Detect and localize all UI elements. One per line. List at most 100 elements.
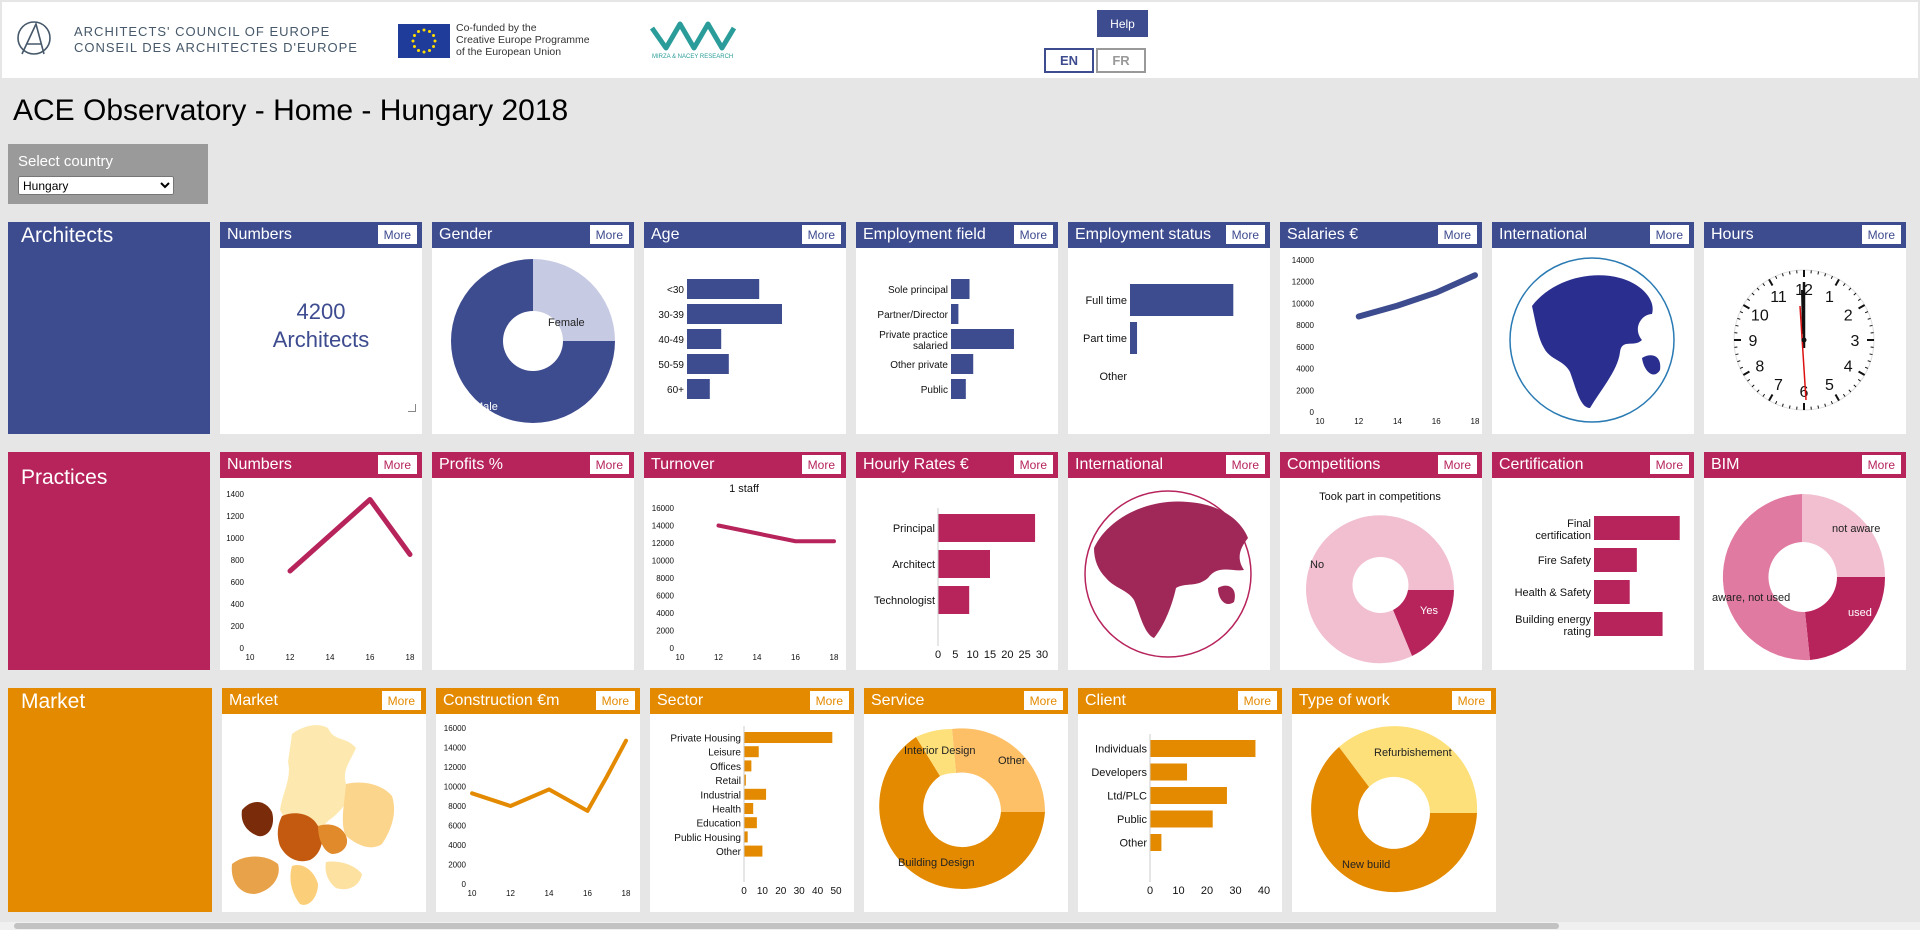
clock-tick [1781,273,1784,277]
tile-arch-age: Age More <30 30-39 40-49 50-59 60+ [644,222,846,434]
tile-mkt-market: Market More [222,688,426,912]
tick-label: 16 [791,653,800,662]
scrollbar-thumb[interactable] [14,923,1559,929]
lang-en-button[interactable]: EN [1044,48,1094,73]
tick-label: 14 [545,889,554,898]
more-button[interactable]: More [381,691,421,710]
tile-header: Numbers More [220,222,422,248]
tick-label: 4000 [448,841,466,850]
more-button[interactable]: More [377,455,417,474]
bar [1594,580,1630,604]
bar [938,586,970,614]
type-of-work-donut-chart: Refurbishement New build [1311,726,1478,893]
more-button[interactable]: More [1225,455,1265,474]
pie-slice-used [1805,577,1886,660]
bar-label: Leisure [708,748,741,759]
tile-header: Construction €m More [436,688,640,714]
tick-label: 0 [935,649,941,661]
bar-label: 40-49 [658,335,684,346]
more-button[interactable]: More [1013,225,1053,244]
clock-tick [1853,292,1857,296]
more-button[interactable]: More [589,455,629,474]
tick-label: 20 [1201,885,1213,897]
more-button[interactable]: More [1023,691,1063,710]
ace-name-fr: CONSEIL DES ARCHITECTES D'EUROPE [74,40,358,55]
more-button[interactable]: More [801,455,841,474]
section-market[interactable]: Market [8,688,212,912]
tick-label: 12000 [1292,278,1315,287]
clock-tick [1865,311,1869,314]
tick-label: 10 [246,653,255,662]
pie-slice-interior-design [916,728,956,776]
tick-label: 10 [757,886,769,897]
tick-label: 10000 [444,783,467,792]
clock-numeral: 6 [1800,384,1809,401]
horizontal-scrollbar[interactable] [0,922,1920,930]
lang-fr-button[interactable]: FR [1096,48,1146,73]
resize-grip[interactable] [408,404,416,412]
more-button[interactable]: More [1013,455,1053,474]
tick-label: 20 [1001,649,1013,661]
more-button[interactable]: More [1649,455,1689,474]
architect-count: 4200 Architects [272,299,370,352]
tick-label: 0 [670,644,675,653]
more-button[interactable]: More [1649,225,1689,244]
clock-numeral: 5 [1825,377,1834,394]
globe-icon [1509,257,1675,423]
clock-tick [1858,370,1866,376]
country-label: Select country [18,153,114,170]
tile-header: Competitions More [1280,452,1482,478]
clock-tick [1762,283,1766,287]
salaries-line-chart: 0 2000 4000 6000 8000 10000 12000 14000 10 12 14 16… [1292,256,1480,426]
more-button[interactable]: More [1237,691,1277,710]
more-button[interactable]: More [1437,225,1477,244]
clock-numeral: 10 [1751,308,1769,325]
tick-label: 8000 [448,802,466,811]
tick-label: 0 [741,886,747,897]
bar [744,817,757,829]
eu-star [432,45,436,48]
clock-tick [1737,360,1741,363]
section-practices[interactable]: Practices [8,452,210,670]
more-button[interactable]: More [1451,691,1491,710]
bar-label: Fire Safety [1538,555,1592,567]
bar [687,304,782,324]
tick-label: 8000 [656,574,674,583]
section-architects[interactable]: Architects [8,222,210,434]
tick-label: 12 [1354,417,1363,426]
more-button[interactable]: More [1225,225,1265,244]
bar [744,760,752,772]
tile-mkt-sector: Sector More Private Housing Leisure Offices… [650,688,854,912]
tick-label: 16000 [444,724,467,733]
tick-label: 0 [1310,408,1315,417]
tile-header: Type of work More [1292,688,1496,714]
tick-label: 10 [967,649,979,661]
pie-label-building: Building Design [898,857,974,869]
more-button[interactable]: More [809,691,849,710]
clock-tick [1857,298,1861,302]
pie-label-used: used [1848,607,1872,619]
tick-label: 18 [830,653,839,662]
help-button[interactable]: Help [1097,10,1148,37]
more-button[interactable]: More [1437,455,1477,474]
more-button[interactable]: More [801,225,841,244]
bar [951,304,959,324]
more-button[interactable]: More [1861,455,1901,474]
pie-slice-female [533,259,615,341]
more-button[interactable]: More [377,225,417,244]
bar-label: 30-39 [658,310,684,321]
more-button[interactable]: More [1861,225,1901,244]
tile-header: Hourly Rates € More [856,452,1058,478]
bar-label: Principal [893,523,935,535]
tile-mkt-type-of-work: Type of work More Refurbishement New buil… [1292,688,1496,912]
tick-label: 10 [468,889,477,898]
bar [1150,763,1188,781]
bar [1150,740,1256,757]
ace-logo[interactable]: ARCHITECTS' COUNCIL OF EUROPE CONSEIL DE… [12,18,357,58]
bar [744,845,763,857]
more-button[interactable]: More [595,691,635,710]
country-select[interactable]: Hungary [18,176,174,195]
more-button[interactable]: More [589,225,629,244]
tick-label: 0 [1147,885,1153,897]
clock-tick [1857,378,1861,382]
